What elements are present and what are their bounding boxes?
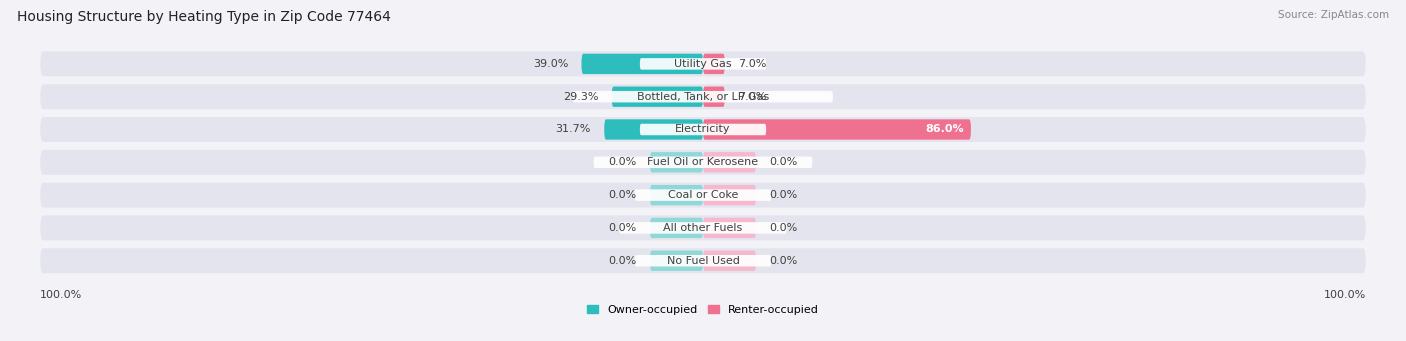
Text: Electricity: Electricity	[675, 124, 731, 134]
Legend: Owner-occupied, Renter-occupied: Owner-occupied, Renter-occupied	[586, 305, 820, 315]
FancyBboxPatch shape	[41, 84, 1365, 109]
Text: 0.0%: 0.0%	[609, 223, 637, 233]
Text: Bottled, Tank, or LP Gas: Bottled, Tank, or LP Gas	[637, 92, 769, 102]
Text: 86.0%: 86.0%	[925, 124, 965, 134]
FancyBboxPatch shape	[650, 251, 703, 271]
FancyBboxPatch shape	[41, 183, 1365, 208]
FancyBboxPatch shape	[634, 189, 772, 201]
FancyBboxPatch shape	[703, 152, 756, 173]
FancyBboxPatch shape	[703, 119, 972, 140]
FancyBboxPatch shape	[634, 255, 772, 266]
FancyBboxPatch shape	[41, 51, 1365, 76]
Text: All other Fuels: All other Fuels	[664, 223, 742, 233]
Text: Housing Structure by Heating Type in Zip Code 77464: Housing Structure by Heating Type in Zip…	[17, 10, 391, 24]
FancyBboxPatch shape	[41, 150, 1365, 175]
FancyBboxPatch shape	[650, 185, 703, 205]
Text: 0.0%: 0.0%	[769, 190, 797, 200]
Text: 100.0%: 100.0%	[1323, 290, 1365, 300]
FancyBboxPatch shape	[612, 87, 703, 107]
Text: 100.0%: 100.0%	[41, 290, 83, 300]
FancyBboxPatch shape	[703, 251, 756, 271]
Text: Coal or Coke: Coal or Coke	[668, 190, 738, 200]
FancyBboxPatch shape	[650, 152, 703, 173]
Text: 39.0%: 39.0%	[533, 59, 568, 69]
FancyBboxPatch shape	[619, 222, 787, 234]
FancyBboxPatch shape	[41, 248, 1365, 273]
Text: 31.7%: 31.7%	[555, 124, 591, 134]
FancyBboxPatch shape	[574, 91, 832, 102]
FancyBboxPatch shape	[41, 216, 1365, 240]
Text: 7.0%: 7.0%	[738, 92, 766, 102]
Text: 0.0%: 0.0%	[609, 256, 637, 266]
FancyBboxPatch shape	[582, 54, 703, 74]
FancyBboxPatch shape	[593, 157, 813, 168]
FancyBboxPatch shape	[640, 124, 766, 135]
Text: 29.3%: 29.3%	[562, 92, 599, 102]
FancyBboxPatch shape	[703, 185, 756, 205]
FancyBboxPatch shape	[650, 218, 703, 238]
FancyBboxPatch shape	[605, 119, 703, 140]
Text: 0.0%: 0.0%	[769, 256, 797, 266]
Text: 0.0%: 0.0%	[609, 190, 637, 200]
Text: 0.0%: 0.0%	[769, 223, 797, 233]
Text: 0.0%: 0.0%	[609, 157, 637, 167]
FancyBboxPatch shape	[640, 58, 766, 70]
Text: Source: ZipAtlas.com: Source: ZipAtlas.com	[1278, 10, 1389, 20]
FancyBboxPatch shape	[703, 54, 725, 74]
Text: 7.0%: 7.0%	[738, 59, 766, 69]
Text: Fuel Oil or Kerosene: Fuel Oil or Kerosene	[647, 157, 759, 167]
FancyBboxPatch shape	[703, 218, 756, 238]
Text: 0.0%: 0.0%	[769, 157, 797, 167]
FancyBboxPatch shape	[703, 87, 725, 107]
Text: Utility Gas: Utility Gas	[675, 59, 731, 69]
FancyBboxPatch shape	[41, 117, 1365, 142]
Text: No Fuel Used: No Fuel Used	[666, 256, 740, 266]
